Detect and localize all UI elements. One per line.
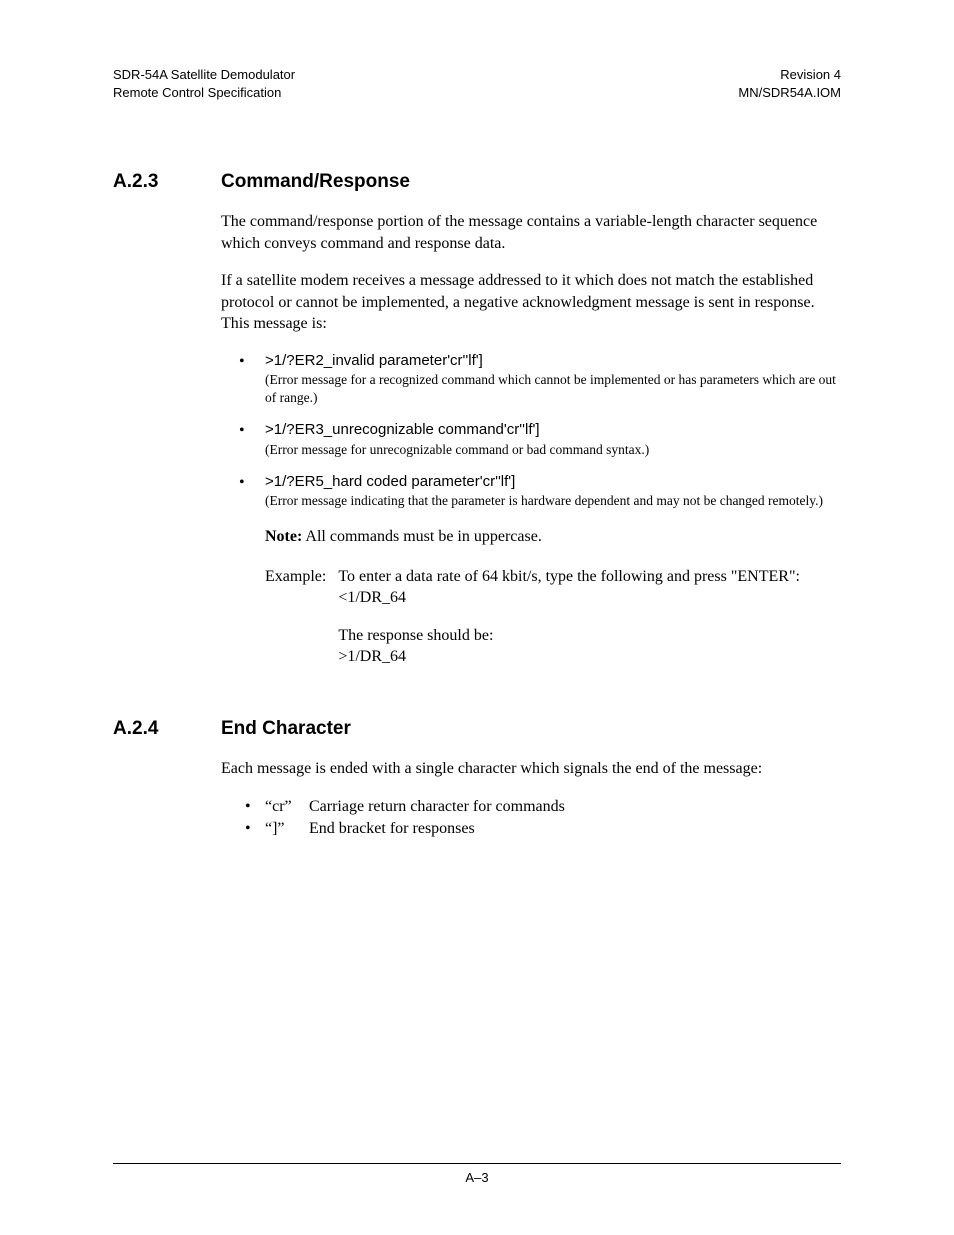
note-label: Note: bbox=[265, 528, 302, 545]
header-left-line2: Remote Control Specification bbox=[113, 84, 295, 102]
end-character-item: “cr”Carriage return character for comman… bbox=[221, 796, 841, 818]
end-character-symbol: “]” bbox=[265, 818, 309, 840]
para: Each message is ended with a single char… bbox=[221, 758, 841, 780]
section-title: Command/Response bbox=[221, 171, 410, 192]
section-a24-body: Each message is ended with a single char… bbox=[221, 758, 841, 840]
header-left-line1: SDR-54A Satellite Demodulator bbox=[113, 66, 295, 84]
example-text: The response should be: bbox=[338, 625, 841, 647]
example-segment: To enter a data rate of 64 kbit/s, type … bbox=[338, 566, 841, 609]
end-character-list: “cr”Carriage return character for comman… bbox=[221, 796, 841, 841]
section-number: A.2.3 bbox=[113, 171, 221, 193]
example-label: Example: bbox=[265, 566, 338, 684]
para: If a satellite modem receives a message … bbox=[221, 270, 841, 335]
section-title: End Character bbox=[221, 718, 351, 739]
section-heading-a23: A.2.3Command/Response bbox=[113, 171, 841, 193]
error-description: (Error message indicating that the param… bbox=[265, 492, 841, 510]
example-response: >1/DR_64 bbox=[338, 646, 841, 668]
error-item: >1/?ER5_hard coded parameter'cr''lf'] (E… bbox=[221, 472, 841, 510]
section-number: A.2.4 bbox=[113, 718, 221, 740]
error-list: >1/?ER2_invalid parameter'cr''lf'] (Erro… bbox=[221, 351, 841, 510]
end-character-symbol: “cr” bbox=[265, 796, 309, 818]
para: The command/response portion of the mess… bbox=[221, 211, 841, 254]
note-text: All commands must be in uppercase. bbox=[302, 528, 542, 545]
header-left: SDR-54A Satellite Demodulator Remote Con… bbox=[113, 66, 295, 101]
page: SDR-54A Satellite Demodulator Remote Con… bbox=[0, 0, 954, 1235]
example-text: To enter a data rate of 64 kbit/s, type … bbox=[338, 566, 841, 588]
example-command: <1/DR_64 bbox=[338, 587, 841, 609]
error-command: >1/?ER2_invalid parameter'cr''lf'] bbox=[265, 351, 841, 371]
error-command: >1/?ER5_hard coded parameter'cr''lf'] bbox=[265, 472, 841, 492]
header-right: Revision 4 MN/SDR54A.IOM bbox=[738, 66, 841, 101]
error-description: (Error message for a recognized command … bbox=[265, 371, 841, 406]
section-a23-body: The command/response portion of the mess… bbox=[221, 211, 841, 684]
error-description: (Error message for unrecognizable comman… bbox=[265, 441, 841, 459]
page-header: SDR-54A Satellite Demodulator Remote Con… bbox=[113, 66, 841, 101]
note: Note: All commands must be in uppercase. bbox=[265, 526, 841, 548]
end-character-desc: Carriage return character for commands bbox=[309, 798, 565, 815]
section-heading-a24: A.2.4End Character bbox=[113, 718, 841, 740]
error-item: >1/?ER2_invalid parameter'cr''lf'] (Erro… bbox=[221, 351, 841, 406]
page-footer: A–3 bbox=[113, 1163, 841, 1185]
error-command: >1/?ER3_unrecognizable command'cr''lf'] bbox=[265, 420, 841, 440]
example-body: To enter a data rate of 64 kbit/s, type … bbox=[338, 566, 841, 684]
page-number: A–3 bbox=[465, 1170, 488, 1185]
header-right-line1: Revision 4 bbox=[738, 66, 841, 84]
example-block: Example: To enter a data rate of 64 kbit… bbox=[265, 566, 841, 684]
error-item: >1/?ER3_unrecognizable command'cr''lf'] … bbox=[221, 420, 841, 458]
header-right-line2: MN/SDR54A.IOM bbox=[738, 84, 841, 102]
end-character-desc: End bracket for responses bbox=[309, 820, 475, 837]
end-character-item: “]”End bracket for responses bbox=[221, 818, 841, 840]
example-segment: The response should be: >1/DR_64 bbox=[338, 625, 841, 668]
